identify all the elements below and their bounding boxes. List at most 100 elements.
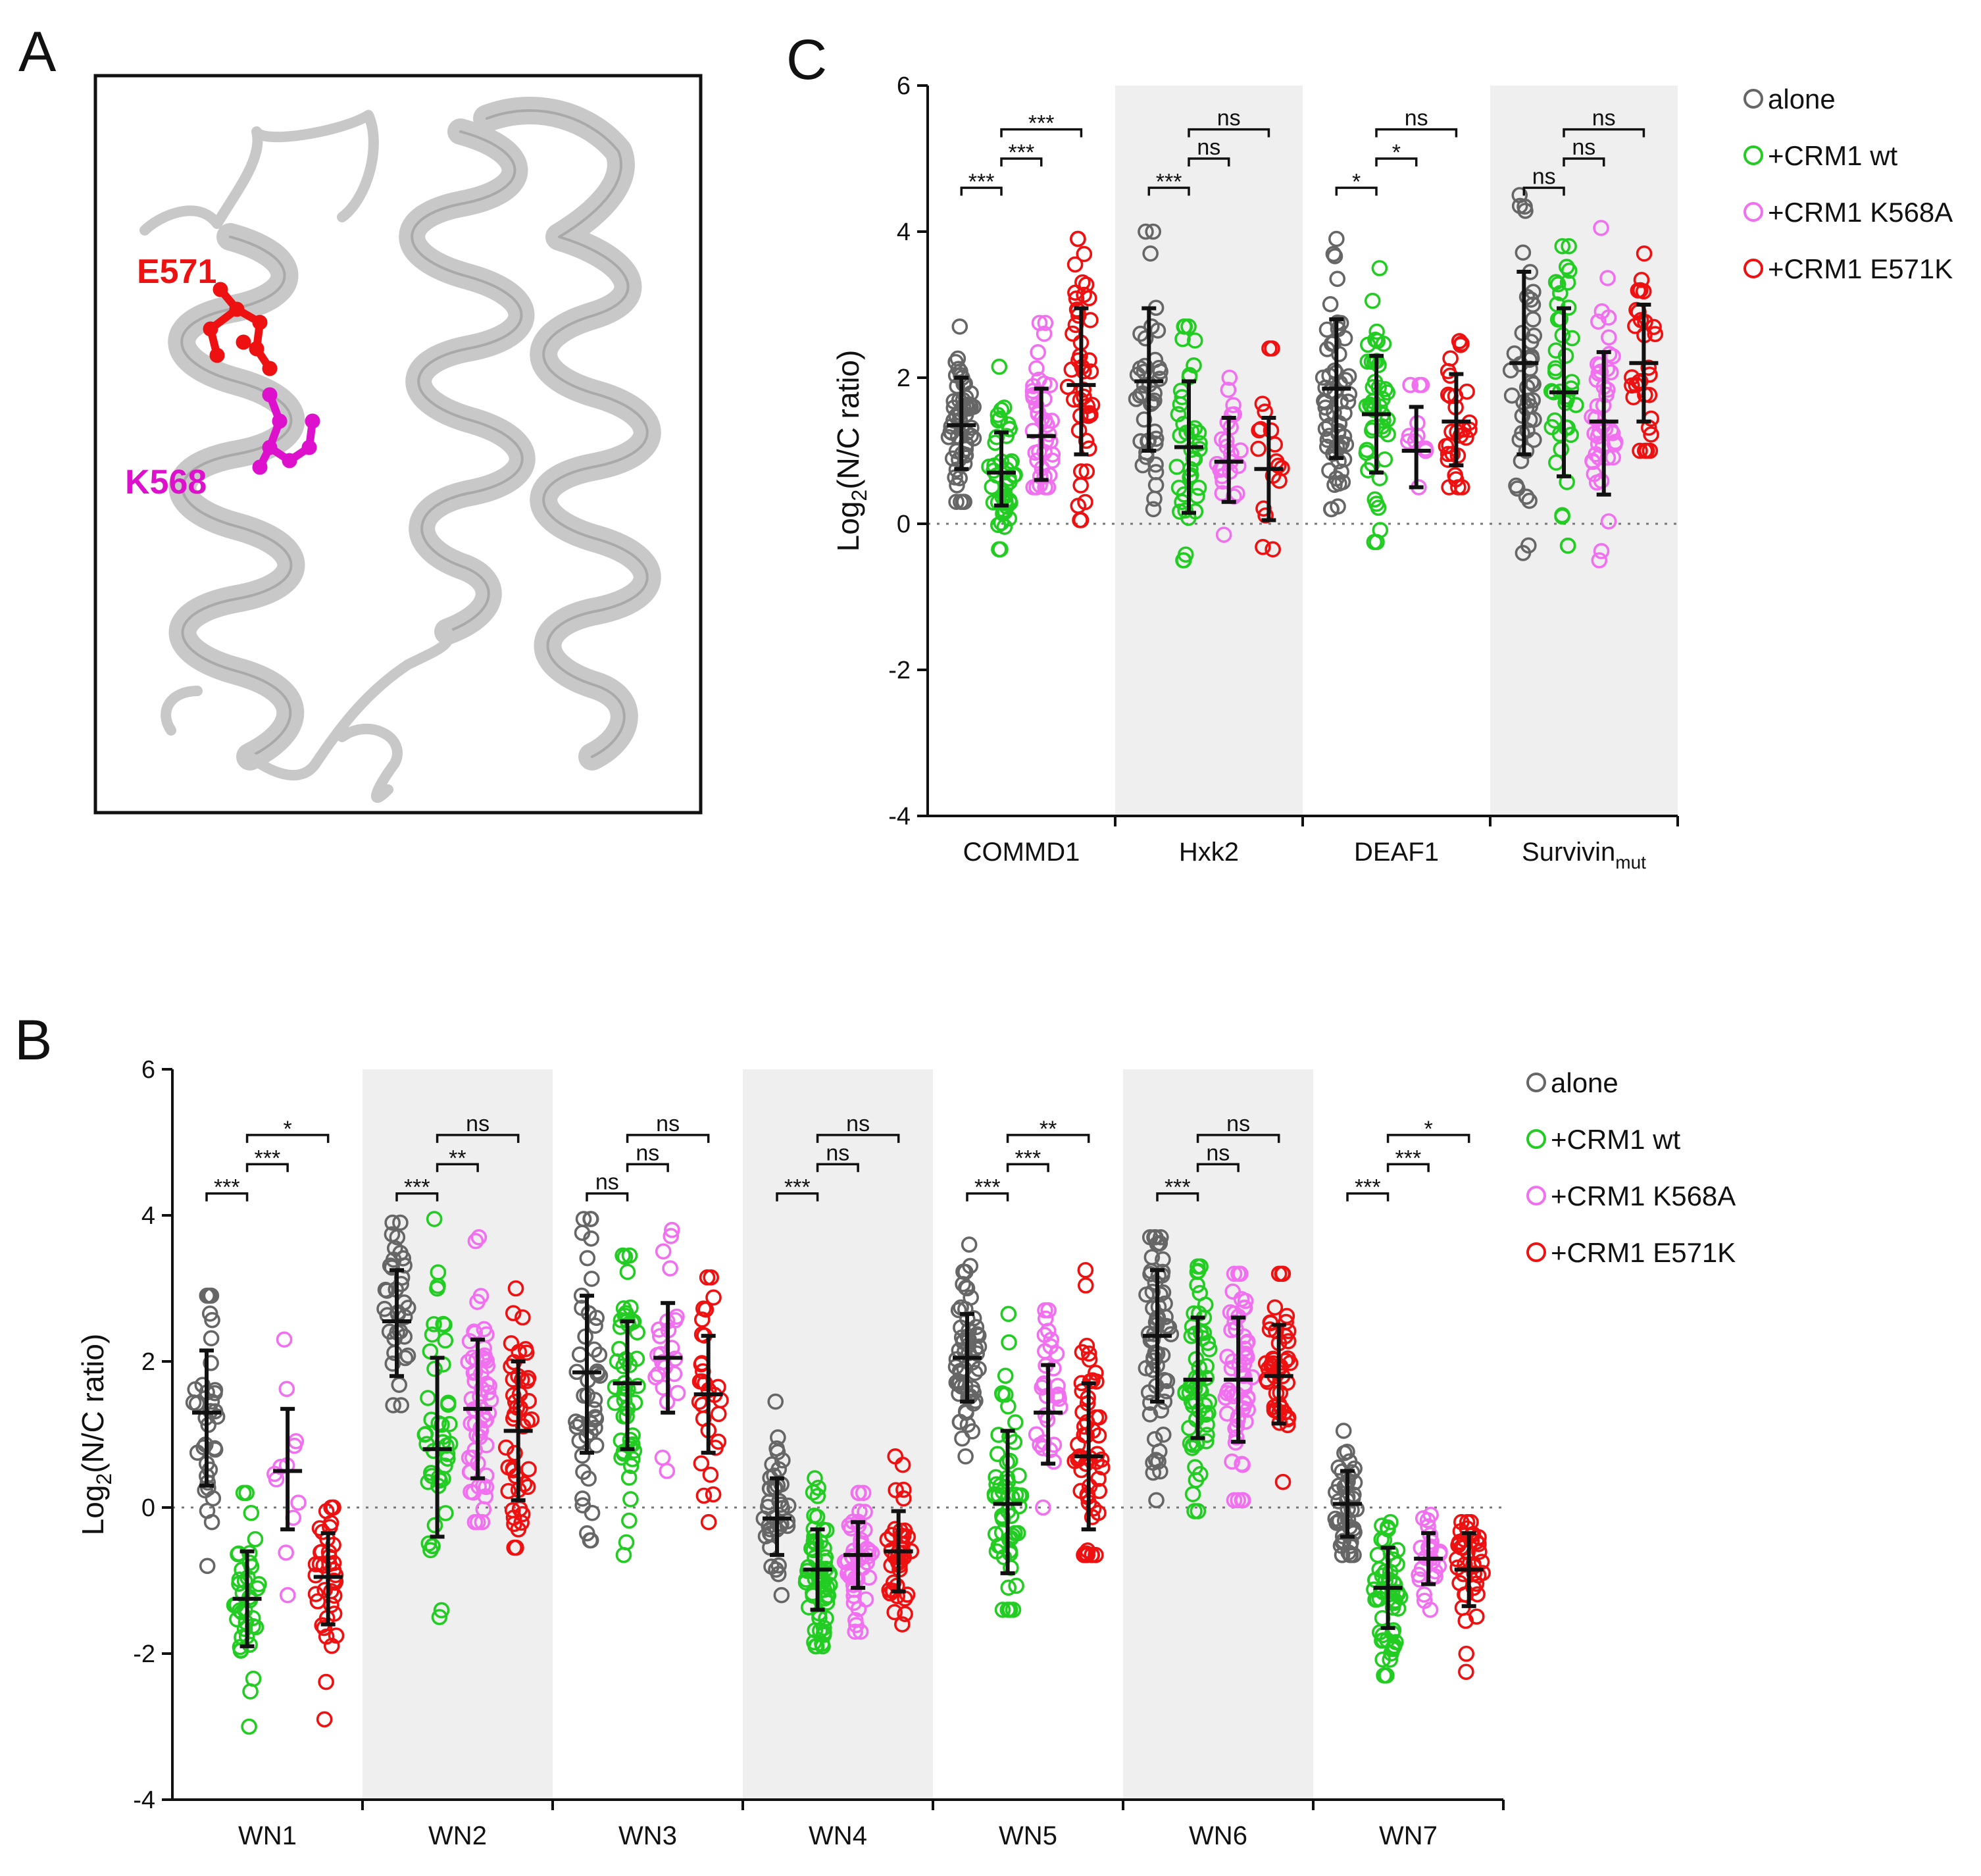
data-point: [316, 1582, 333, 1598]
data-point: [1221, 369, 1238, 386]
data-point: [774, 1452, 791, 1469]
data-point: [1145, 223, 1162, 240]
data-point: [1072, 512, 1088, 528]
data-point: [1647, 326, 1664, 342]
data-point: [1645, 318, 1662, 336]
data-point: [1601, 329, 1617, 346]
data-point: [1633, 272, 1650, 288]
data-point: [583, 1230, 599, 1247]
data-point: [426, 1316, 442, 1332]
data-point: [523, 1411, 540, 1428]
data-point: [377, 1281, 394, 1298]
data-point: [818, 1610, 834, 1627]
data-point: [616, 1248, 634, 1265]
data-point: [1558, 259, 1575, 275]
data-point: [238, 1484, 255, 1502]
significance-label: *: [1392, 140, 1401, 165]
data-point: [1000, 1306, 1017, 1323]
category-label-deaf1: DEAF1: [1354, 838, 1439, 867]
data-point: [1266, 1299, 1284, 1316]
data-point: [1070, 230, 1086, 247]
data-point: [568, 1413, 584, 1430]
data-point: [1147, 464, 1165, 480]
data-point: [1257, 507, 1274, 524]
data-point: [1443, 423, 1460, 440]
data-point: [1447, 471, 1465, 488]
data-point: [1600, 513, 1617, 530]
data-point: [1380, 426, 1396, 443]
significance-label: ns: [846, 1111, 870, 1136]
data-point: [1183, 467, 1199, 484]
data-point: [1255, 538, 1271, 555]
data-point: [579, 1525, 595, 1542]
data-point: [1000, 1398, 1016, 1415]
data-point: [424, 1538, 441, 1554]
data-point: [1201, 1341, 1218, 1357]
panel-label-c: C: [786, 28, 827, 91]
data-point: [1138, 223, 1154, 240]
data-point: [894, 1616, 911, 1633]
data-point: [1224, 1283, 1241, 1300]
data-point: [507, 1394, 524, 1410]
data-point: [798, 1571, 815, 1588]
data-point: [997, 495, 1014, 511]
data-point: [426, 1517, 443, 1534]
data-point: [1559, 537, 1576, 554]
data-point: [575, 1211, 592, 1227]
data-point: [810, 1479, 826, 1496]
data-point: [1005, 1602, 1022, 1618]
panel-label-a: A: [18, 20, 57, 84]
data-point: [243, 1504, 260, 1521]
data-point: [1257, 1355, 1274, 1371]
data-point: [500, 1483, 517, 1500]
helix-right-edge: [486, 109, 649, 758]
data-point: [472, 1388, 488, 1405]
significance-bracket: [816, 1134, 900, 1143]
significance-bracket: [245, 1163, 289, 1173]
data-point: [1146, 490, 1163, 507]
data-point: [1199, 1416, 1215, 1433]
data-point: [1217, 1389, 1234, 1406]
data-point: [622, 1438, 639, 1454]
significance-label: ns: [1206, 1140, 1230, 1165]
data-point: [773, 1586, 790, 1604]
data-point: [318, 1628, 335, 1645]
data-point: [1232, 442, 1249, 459]
data-point: [1636, 442, 1653, 459]
significance-label: ns: [1572, 135, 1595, 160]
data-point: [1076, 1545, 1093, 1562]
category-label-wn2: WN2: [428, 1821, 487, 1850]
data-point: [385, 1397, 401, 1413]
data-point: [1332, 315, 1349, 332]
data-point: [1076, 388, 1092, 405]
data-point: [886, 1604, 903, 1621]
significance-label: *: [1352, 169, 1361, 194]
data-point: [185, 1394, 202, 1411]
data-point: [1236, 1300, 1253, 1316]
data-point: [649, 1366, 666, 1382]
data-point: [847, 1623, 864, 1640]
significance-label: ns: [826, 1140, 849, 1165]
data-point: [1365, 379, 1382, 395]
significance-bracket: [436, 1134, 520, 1143]
data-point: [384, 1214, 401, 1231]
y-tick-label: 0: [141, 1494, 155, 1522]
data-point: [1003, 1508, 1020, 1525]
data-point: [1278, 1307, 1295, 1325]
data-point: [1457, 1586, 1474, 1603]
shade-band-wn6: [1123, 1069, 1313, 1800]
data-point: [1078, 463, 1095, 480]
data-point: [1593, 543, 1610, 559]
data-point: [1561, 238, 1577, 255]
data-point: [1044, 446, 1061, 463]
data-point: [894, 1456, 911, 1473]
data-point: [517, 1341, 534, 1357]
data-point: [574, 1497, 591, 1513]
data-point: [504, 1502, 521, 1519]
data-point: [417, 1425, 434, 1442]
significance-label: ***: [1355, 1175, 1381, 1200]
data-point: [1220, 1382, 1237, 1398]
data-point: [850, 1484, 867, 1502]
data-point: [497, 1439, 514, 1456]
